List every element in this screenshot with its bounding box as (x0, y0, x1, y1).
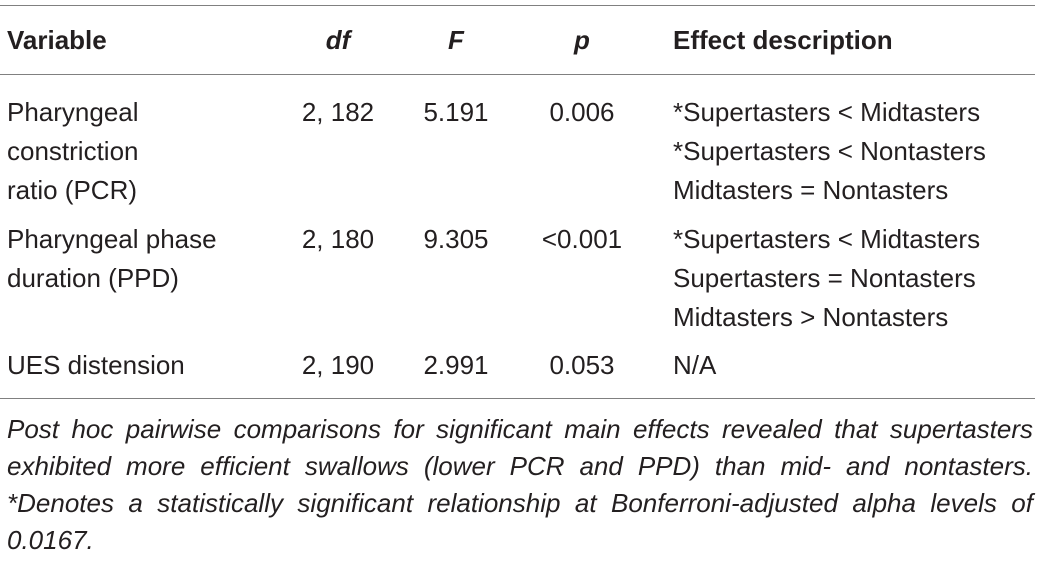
row-ues-effect: N/A (673, 346, 716, 385)
row-ues-p: 0.053 (549, 350, 615, 380)
row-pcr-variable: Pharyngeal constriction ratio (PCR) (7, 93, 139, 210)
row-ues-variable: UES distension (7, 346, 185, 385)
row-ppd-variable: Pharyngeal phase duration (PPD) (7, 220, 217, 298)
variable-line: ratio (PCR) (7, 175, 138, 205)
row-pcr-p: 0.006 (549, 97, 615, 127)
table-header-rule (0, 74, 1035, 75)
header-p: p (574, 25, 590, 55)
variable-line: Pharyngeal (7, 97, 139, 127)
row-pcr-effect: *Supertasters < Midtasters *Supertasters… (673, 93, 986, 210)
row-ppd-f: 9.305 (423, 224, 489, 254)
row-pcr-df: 2, 182 (301, 97, 375, 127)
variable-line: duration (PPD) (7, 263, 179, 293)
effect-line: *Supertasters < Midtasters (673, 97, 981, 127)
header-df: df (325, 25, 351, 55)
row-pcr-f: 5.191 (423, 97, 489, 127)
effect-line: Supertasters = Nontasters (673, 263, 976, 293)
effect-line: *Supertasters < Nontasters (673, 136, 986, 166)
row-ppd-p: <0.001 (541, 224, 623, 254)
effect-line: Midtasters = Nontasters (673, 175, 949, 205)
row-ues-f: 2.991 (423, 350, 489, 380)
row-ppd-effect: *Supertasters < Midtasters Supertasters … (673, 220, 980, 337)
header-effect-description: Effect description (673, 25, 893, 55)
effect-line: N/A (673, 350, 717, 380)
table-bottom-rule (0, 398, 1035, 399)
variable-line: constriction (7, 136, 139, 166)
effect-line: Midtasters > Nontasters (673, 302, 949, 332)
table-top-rule (0, 5, 1035, 6)
row-ppd-df: 2, 180 (301, 224, 375, 254)
effect-line: *Supertasters < Midtasters (673, 224, 981, 254)
header-f: F (448, 25, 464, 55)
header-variable: Variable (7, 25, 107, 55)
table-footnote: Post hoc pairwise comparisons for signif… (7, 414, 1033, 555)
row-ues-df: 2, 190 (301, 350, 375, 380)
variable-line: UES distension (7, 350, 185, 380)
variable-line: Pharyngeal phase (7, 224, 217, 254)
